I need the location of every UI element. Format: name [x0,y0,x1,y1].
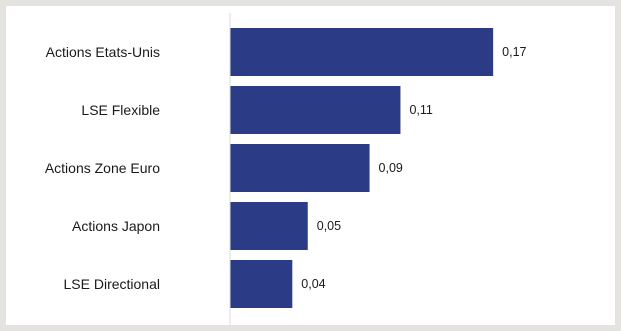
category-label: LSE Directional [64,276,161,292]
bar-0 [230,28,494,76]
bar-3 [230,202,308,250]
value-label: 0,04 [301,277,325,291]
category-label: Actions Japon [72,218,160,234]
value-label: 0,05 [317,219,341,233]
bar-chart: Actions Etats-Unis 0,17 LSE Flexible 0,11 Ac… [45,13,527,325]
category-label: Actions Zone Euro [45,160,160,176]
category-label: Actions Etats-Unis [46,44,160,60]
value-label: 0,11 [409,103,432,117]
category-label: LSE Flexible [81,102,160,118]
value-label: 0,17 [502,45,526,59]
bar-4 [230,260,293,308]
value-label: 0,09 [379,161,403,175]
bar-1 [230,86,401,134]
bar-2 [230,144,370,192]
chart-panel: Actions Etats-Unis 0,17 LSE Flexible 0,11 Ac… [6,6,615,325]
